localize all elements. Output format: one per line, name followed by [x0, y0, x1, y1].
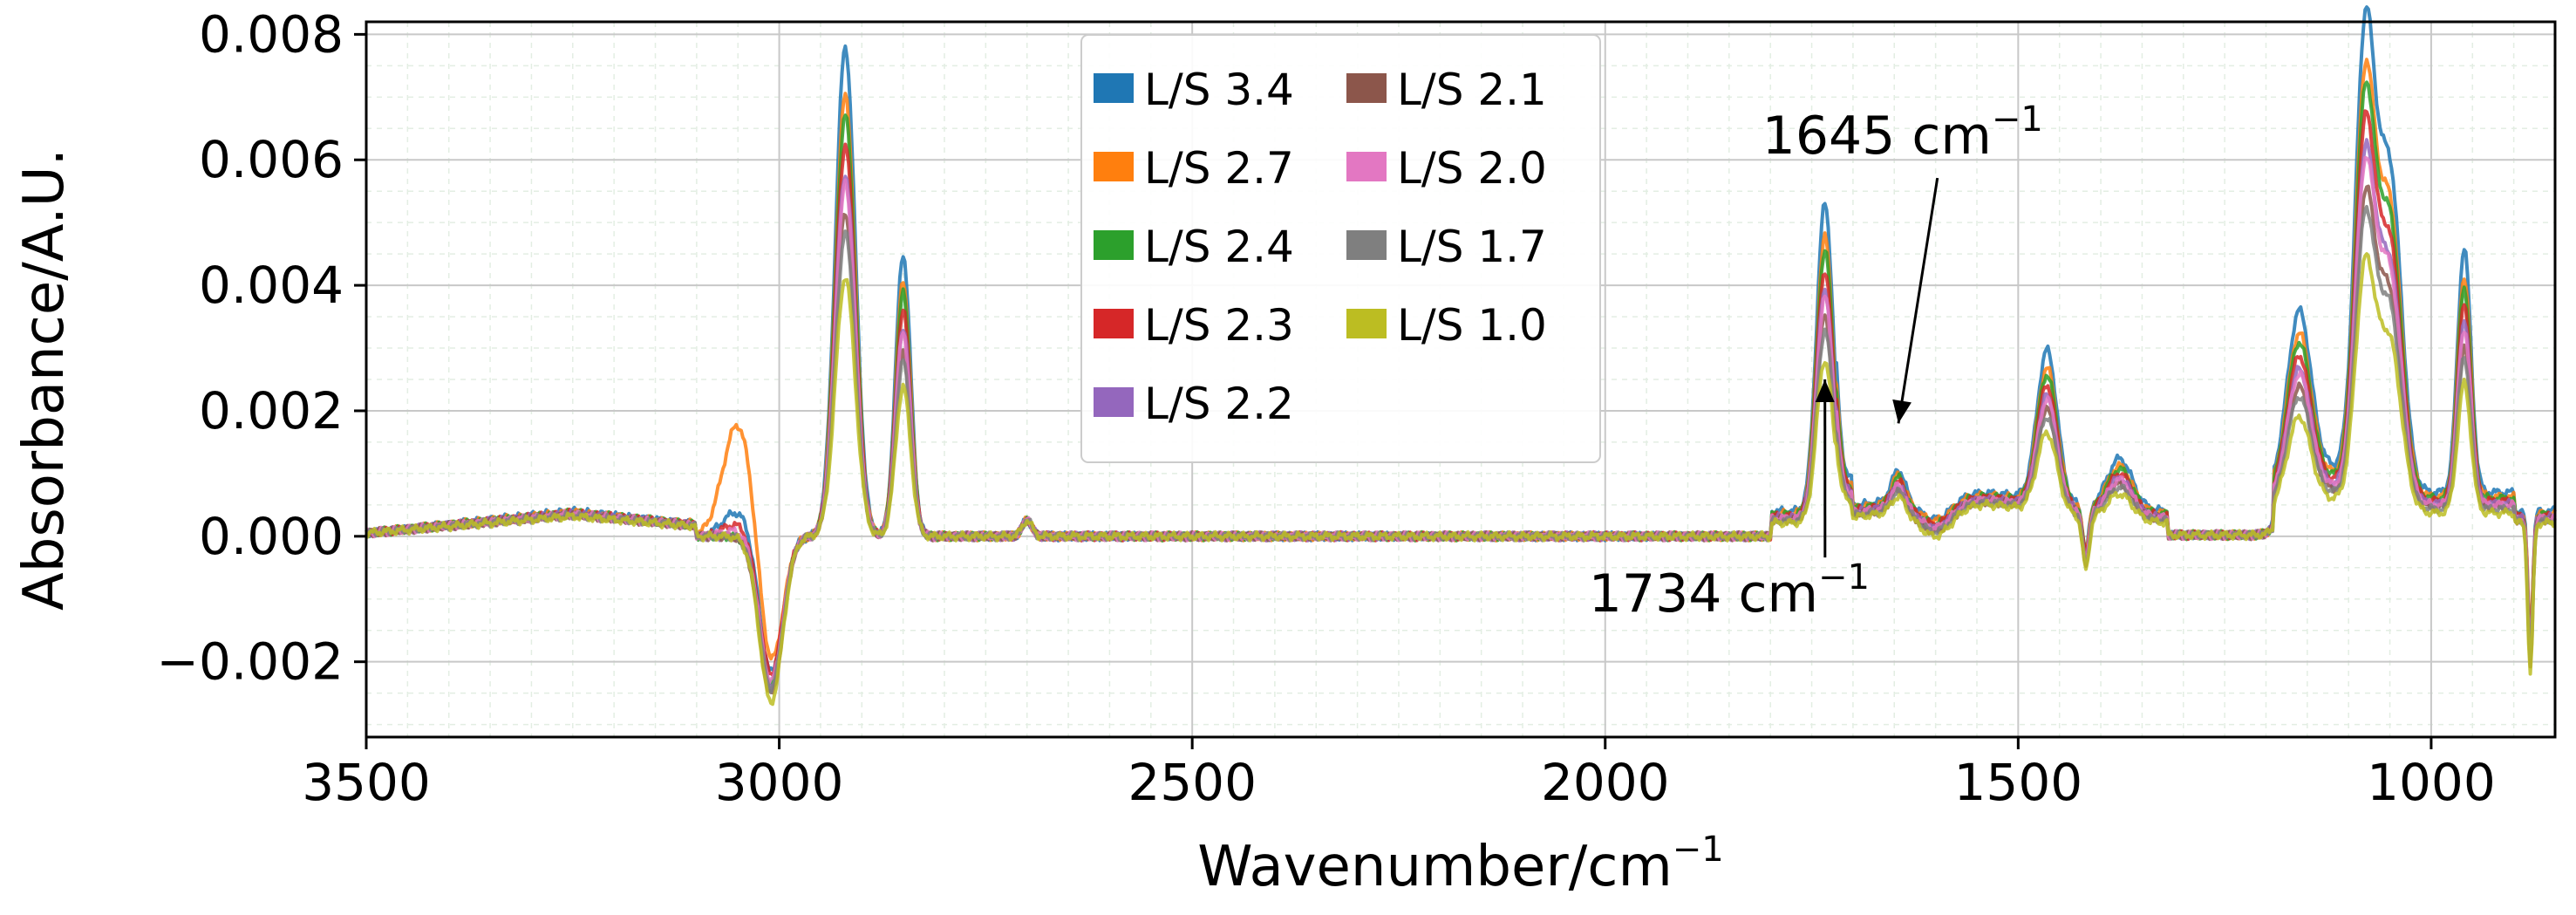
- legend-swatch: [1346, 230, 1387, 260]
- x-axis-label-unit-exponent: −1: [1673, 830, 1724, 870]
- annotation-text: 1734 cm: [1589, 563, 1818, 625]
- annotation-label-1: 1734 cm−1: [1589, 557, 1870, 625]
- x-tick-label: 2500: [1128, 753, 1257, 812]
- x-axis-label: Wavenumber/cm−1: [1197, 830, 1724, 899]
- x-tick-label: 3500: [302, 753, 431, 812]
- legend-swatch: [1094, 152, 1134, 181]
- y-tick-label: −0.002: [156, 632, 344, 692]
- legend-entry-label: L/S 2.0: [1397, 143, 1547, 194]
- series-line-l-s-1-0: [365, 252, 2556, 707]
- y-tick-label: 0.008: [199, 4, 344, 64]
- x-tick-label: 2000: [1541, 753, 1670, 812]
- legend-entry-label: L/S 2.7: [1144, 143, 1294, 194]
- y-tick-label: 0.004: [199, 256, 344, 315]
- legend-entry-label: L/S 1.7: [1397, 222, 1547, 272]
- legend-entry-label: L/S 1.0: [1397, 300, 1547, 351]
- legend: L/S 3.4 L/S 2.7 L/S 2.4 L/S 2.3 L/S 2.2 L/S 2…: [1080, 34, 1601, 463]
- annotation-arrow-head: [1892, 399, 1912, 424]
- legend-entry-label: L/S 2.2: [1144, 379, 1294, 429]
- legend-swatch: [1094, 73, 1134, 103]
- annotation-label-0: 1645 cm−1: [1762, 99, 2043, 167]
- axis-ticks: 3500 3000 2500 2000 1500 1000 −0.002 0.000 0.002…: [156, 4, 2495, 812]
- plot-frame: [365, 20, 2557, 739]
- legend-entry-label: L/S 2.3: [1144, 300, 1294, 351]
- y-axis-label: Absorbance/A.U.: [12, 148, 77, 611]
- legend-box: [1080, 34, 1601, 463]
- legend-swatch: [1346, 73, 1387, 103]
- series-lines: [365, 5, 2557, 707]
- legend-entry-label: L/S 2.1: [1397, 65, 1547, 115]
- x-tick-label: 1500: [1954, 753, 2083, 812]
- y-tick-label: 0.000: [199, 507, 344, 566]
- y-tick-label: 0.006: [199, 130, 344, 189]
- legend-entry-label: L/S 3.4: [1144, 65, 1294, 115]
- x-axis-label-text: Wavenumber/cm: [1197, 835, 1673, 899]
- legend-swatch: [1346, 309, 1387, 338]
- x-tick-label: 1000: [2367, 753, 2496, 812]
- legend-swatch: [1094, 230, 1134, 260]
- legend-entry-label: L/S 2.4: [1144, 222, 1294, 272]
- annotation-exponent: −1: [1992, 99, 2043, 140]
- y-tick-label: 0.002: [199, 381, 344, 440]
- annotation-arrow-shaft: [1897, 177, 1939, 424]
- annotation-exponent: −1: [1818, 557, 1870, 597]
- legend-swatch: [1346, 152, 1387, 181]
- x-tick-label: 3000: [715, 753, 844, 812]
- annotation-text: 1645 cm: [1762, 106, 1992, 167]
- annotation-arrow-head: [1815, 379, 1835, 403]
- legend-swatch: [1094, 309, 1134, 338]
- legend-swatch: [1094, 387, 1134, 417]
